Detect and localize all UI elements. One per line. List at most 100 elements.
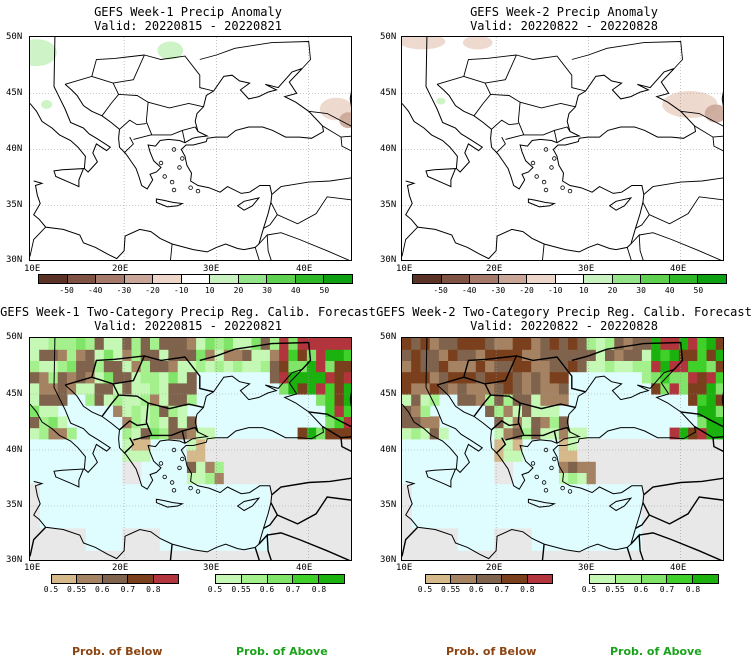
probability-cell: [669, 438, 680, 451]
probability-cell: [279, 550, 289, 560]
probability-cell: [94, 394, 105, 406]
probability-cell: [503, 450, 514, 462]
probability-cell: [196, 349, 206, 361]
probability-cell: [715, 450, 723, 462]
probability-cell: [402, 382, 412, 395]
probability-cell: [595, 360, 606, 373]
probability-cell: [76, 539, 86, 552]
probability-cell: [706, 450, 717, 462]
probability-cell: [688, 338, 698, 350]
probability-cell: [669, 506, 680, 518]
probability-cell: [251, 338, 262, 350]
country-border: [639, 232, 722, 260]
probability-cell: [420, 371, 431, 384]
probability-cell: [402, 550, 412, 560]
probability-cell: [605, 461, 615, 473]
probability-cell: [288, 360, 299, 373]
aegean-island: [158, 160, 164, 166]
probability-cell: [623, 338, 634, 350]
probability-cell: [411, 382, 421, 395]
prob-above-swatch: [267, 575, 294, 583]
probability-cell: [706, 517, 717, 529]
probability-cell: [697, 371, 708, 384]
probability-cell: [30, 427, 40, 440]
probability-cell: [260, 349, 271, 361]
probability-cell: [122, 427, 133, 440]
country-border: [199, 341, 312, 370]
probability-cell: [549, 349, 560, 361]
probability-cell: [306, 539, 317, 552]
probability-cell: [316, 349, 326, 361]
panel-week2-anomaly: GEFS Week-2 Precip Anomaly Valid: 202208…: [376, 0, 752, 300]
probability-cell: [140, 450, 151, 462]
probability-cell: [614, 438, 625, 451]
probability-cell: [131, 394, 142, 406]
probability-cell: [586, 472, 597, 485]
country-border: [473, 82, 492, 117]
probability-cell: [297, 438, 308, 451]
island-coastline: [155, 198, 185, 208]
probability-cell: [669, 494, 680, 507]
probability-cell: [438, 528, 449, 541]
probability-cell: [595, 450, 606, 462]
prob-above-colorbar-week1: [215, 574, 345, 584]
probability-cell: [150, 394, 160, 406]
country-border: [169, 544, 173, 560]
probability-cell: [457, 360, 468, 373]
probability-cell: [531, 382, 541, 395]
probability-cell: [39, 338, 49, 350]
panel-title: GEFS Week-2 Precip Anomaly: [470, 5, 658, 19]
probability-cell: [57, 550, 68, 560]
probability-cell: [186, 338, 197, 350]
prob-below-swatch: [52, 575, 78, 583]
probability-cell: [223, 360, 234, 373]
probability-cell: [196, 472, 206, 485]
aegean-island: [543, 147, 549, 152]
probability-cell: [678, 382, 689, 395]
country-border: [271, 477, 351, 496]
probability-cell: [512, 528, 523, 541]
probability-cell: [715, 461, 723, 473]
probability-cell: [706, 338, 717, 350]
country-border: [571, 341, 684, 370]
probability-cell: [76, 382, 86, 395]
probability-cell: [168, 382, 179, 395]
country-border: [123, 136, 134, 154]
probability-cell: [122, 461, 133, 473]
probability-cell: [549, 360, 560, 373]
probability-cell: [168, 360, 179, 373]
anomaly-swatch: [584, 275, 613, 283]
probability-cell: [214, 550, 225, 560]
probability-cell: [30, 494, 40, 507]
probability-cell: [30, 528, 40, 541]
probability-cell: [288, 483, 299, 496]
coastline: [349, 91, 351, 107]
probability-cell: [57, 360, 68, 373]
probability-cell: [306, 450, 317, 462]
probability-cell: [57, 394, 68, 406]
probability-cell: [448, 371, 458, 384]
probability-cell: [325, 494, 336, 507]
probability-cell: [697, 517, 708, 529]
probability-cell: [205, 450, 216, 462]
probability-cell: [614, 461, 625, 473]
probability-cell: [66, 550, 77, 560]
probability-cell: [205, 338, 216, 350]
colorbar-tick-label: 0.6: [94, 585, 110, 594]
probability-cell: [325, 528, 336, 541]
probability-cell: [306, 438, 317, 451]
probability-cell: [131, 427, 142, 440]
probability-cell: [494, 394, 505, 406]
probability-cell: [568, 461, 578, 473]
probability-cell: [306, 360, 317, 373]
probability-cell: [131, 550, 142, 560]
country-border: [630, 233, 644, 260]
country-border: [517, 102, 571, 136]
probability-cell: [411, 528, 421, 541]
country-border: [491, 119, 519, 130]
probability-cell: [103, 371, 114, 384]
probability-cell: [494, 528, 505, 541]
probability-cell: [641, 472, 652, 485]
probability-cell: [715, 528, 723, 541]
probability-cell: [113, 382, 123, 395]
